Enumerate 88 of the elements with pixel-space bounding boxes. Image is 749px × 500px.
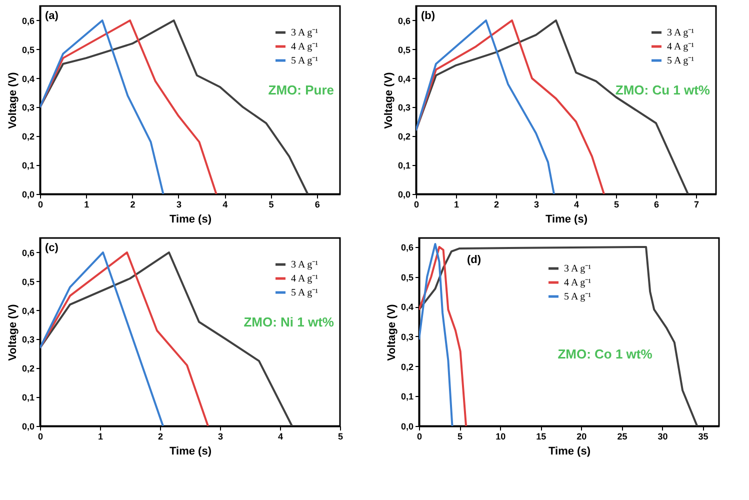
x-tick-label: 2 (130, 200, 136, 210)
x-tick-label: 5 (268, 200, 274, 210)
annotation: (b) (421, 10, 436, 22)
y-tick-label: 0,4 (22, 306, 34, 316)
line-series (419, 246, 698, 426)
y-tick-label: 0,6 (400, 242, 414, 252)
x-axis-title: Time (s) (170, 214, 212, 226)
x-tick-label: 0 (414, 200, 420, 210)
y-tick-label: 0,1 (22, 160, 34, 171)
annotation: (d) (467, 254, 482, 266)
y-tick-label: 0,4 (22, 74, 34, 84)
line-series (419, 242, 454, 426)
x-axis-title: Time (s) (170, 446, 212, 458)
annotation: ZMO: Ni 1 wt% (244, 314, 334, 330)
annotation: (a) (45, 10, 59, 22)
legend-label: 5 A g⁻¹ (564, 292, 592, 302)
y-tick-label: 0,0 (400, 422, 414, 432)
x-tick-label: 7 (694, 200, 700, 210)
y-tick-label: 0,1 (22, 392, 34, 403)
x-tick-label: 30 (658, 432, 668, 442)
legend-label: 4 A g⁻¹ (667, 42, 694, 52)
y-tick-label: 0,5 (22, 44, 34, 55)
annotation: ZMO: Cu 1 wt% (615, 82, 710, 98)
x-tick-label: 0 (38, 200, 44, 210)
x-tick-label: 15 (536, 432, 546, 442)
legend-label: 4 A g⁻¹ (564, 278, 592, 288)
x-tick-label: 35 (698, 432, 708, 442)
legend-label: 4 A g⁻¹ (291, 42, 318, 52)
x-tick-label: 3 (218, 432, 224, 442)
y-tick-label: 0,3 (398, 102, 410, 113)
x-tick-label: 3 (176, 200, 182, 210)
y-tick-label: 0,1 (398, 160, 410, 171)
y-tick-label: 0,4 (398, 74, 410, 84)
x-tick-label: 4 (574, 200, 580, 210)
x-axis-title: Time (s) (546, 214, 588, 226)
y-tick-label: 0,3 (400, 332, 414, 342)
y-tick-label: 0,5 (22, 276, 34, 287)
x-tick-label: 0 (38, 432, 44, 442)
x-tick-label: 4 (278, 432, 284, 442)
x-tick-label: 6 (654, 200, 660, 210)
y-tick-label: 0,6 (398, 16, 410, 26)
x-tick-label: 3 (534, 200, 540, 210)
x-tick-label: 2 (494, 200, 500, 210)
y-tick-label: 0,0 (22, 422, 34, 432)
y-tick-label: 0,5 (398, 44, 410, 55)
y-axis-title: Voltage (V) (382, 72, 395, 129)
annotation: ZMO: Co 1 wt% (558, 346, 653, 362)
y-tick-label: 0,6 (22, 16, 34, 26)
legend-label: 5 A g⁻¹ (667, 56, 694, 66)
y-tick-label: 0,0 (398, 190, 410, 200)
x-tick-label: 1 (98, 432, 104, 442)
x-tick-label: 4 (222, 200, 228, 210)
y-tick-label: 0,5 (400, 272, 414, 282)
y-axis-title: Voltage (V) (6, 72, 19, 129)
x-tick-label: 1 (454, 200, 460, 210)
legend-label: 4 A g⁻¹ (291, 274, 318, 284)
x-tick-label: 20 (576, 432, 587, 442)
x-tick-label: 2 (158, 432, 164, 442)
y-axis-title: Voltage (V) (386, 304, 398, 361)
y-axis-title: Voltage (V) (6, 304, 19, 361)
y-tick-label: 0,2 (22, 364, 34, 374)
x-tick-label: 0 (416, 432, 422, 442)
line-series (419, 246, 468, 426)
y-tick-label: 0,3 (22, 102, 34, 113)
y-tick-label: 0,0 (22, 190, 34, 200)
x-tick-label: 5 (458, 432, 463, 442)
legend-label: 3 A g⁻¹ (667, 28, 694, 38)
x-axis-title: Time (s) (548, 446, 591, 458)
x-tick-label: 5 (338, 432, 344, 442)
y-tick-label: 0,4 (400, 302, 414, 312)
annotation: (c) (45, 242, 59, 254)
x-tick-label: 25 (617, 432, 628, 442)
y-tick-label: 0,2 (22, 132, 34, 142)
x-tick-label: 10 (496, 432, 506, 442)
y-tick-label: 0,1 (400, 392, 414, 402)
legend-label: 3 A g⁻¹ (564, 264, 592, 274)
legend-label: 5 A g⁻¹ (291, 288, 318, 298)
y-tick-label: 0,6 (22, 248, 34, 258)
legend-label: 5 A g⁻¹ (291, 56, 318, 66)
y-tick-label: 0,3 (22, 334, 34, 345)
annotation: ZMO: Pure (268, 82, 334, 98)
x-tick-label: 5 (614, 200, 620, 210)
x-tick-label: 1 (84, 200, 90, 210)
y-tick-label: 0,2 (400, 362, 414, 372)
legend-label: 3 A g⁻¹ (291, 260, 318, 270)
legend-label: 3 A g⁻¹ (291, 28, 318, 38)
y-tick-label: 0,2 (398, 132, 410, 142)
x-tick-label: 6 (314, 200, 320, 210)
